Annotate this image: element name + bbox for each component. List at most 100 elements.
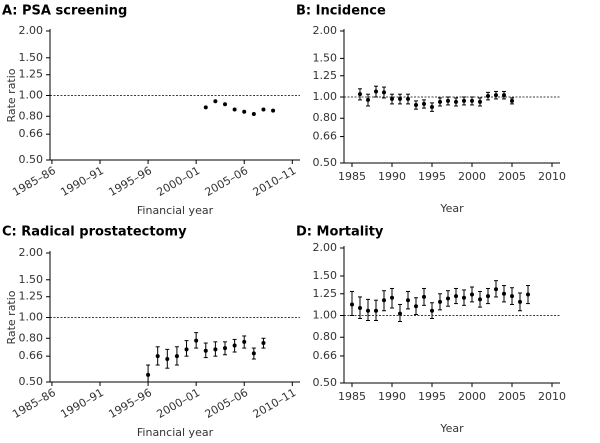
point [446,98,450,103]
point [510,98,514,103]
point [430,105,434,110]
y-tick-label: 1.00 [313,90,338,103]
x-axis-label: Year [439,422,464,435]
x-tick-label: 1985 [338,390,366,403]
y-tick-label: 1.25 [313,69,338,82]
x-tick-label: 1990 [378,170,406,183]
point [478,99,482,104]
point [223,102,227,107]
point [223,346,227,351]
x-tick-label: 1995 [418,170,446,183]
point [261,107,266,112]
point [478,297,482,302]
panel: A: PSA screening 0.50 0.66 0.80 1.00 1.25 1.50… [2,4,300,217]
point [462,295,466,300]
point [242,339,247,344]
y-tick-label: 1.00 [313,309,338,322]
point [502,93,506,98]
x-tick-label: 2000–01 [155,164,203,199]
point [494,287,498,292]
y-tick-label: 1.25 [19,68,44,81]
point [502,291,506,296]
point [213,347,218,352]
point [251,111,256,116]
point [271,108,276,113]
x-tick-label: 1985–86 [10,386,58,421]
point [146,372,151,377]
x-tick-label: 2005–06 [203,164,251,199]
point [398,311,402,316]
panel: B: Incidence 0.50 0.66 0.80 1.00 1.25 1.50 2.00… [296,4,566,216]
y-tick-label: 1.50 [313,269,338,282]
x-tick-label: 2000 [458,170,486,183]
point [422,101,426,106]
point [390,295,394,300]
x-tick-label: 2005 [498,390,526,403]
x-tick-label: 2000–01 [155,386,203,421]
y-axis-label: Rate ratio [5,290,18,344]
y-tick-label: 0.50 [313,156,338,169]
y-tick-label: 0.66 [313,349,338,362]
point [358,306,362,311]
point [261,341,266,346]
y-tick-label: 0.50 [313,376,338,389]
x-tick-label: 1985 [338,170,366,183]
point [203,348,208,353]
point [382,90,386,95]
x-tick-label: 2005 [498,170,526,183]
point [374,308,378,313]
y-tick-label: 0.50 [19,375,44,388]
panel-title: D: Mortality [296,225,384,240]
x-tick-label: 2010 [538,390,566,403]
point [414,304,418,309]
point [165,357,170,362]
point [446,296,450,301]
point [454,99,458,104]
point [251,351,256,356]
point [422,294,426,299]
y-tick-label: 1.50 [19,273,44,286]
panel: C: Radical prostatectomy 0.50 0.66 0.80 1.00… [2,225,300,439]
point [213,99,218,104]
y-tick-label: 0.66 [313,130,338,143]
panel: D: Mortality 0.50 0.66 0.80 1.00 1.25 1.50 2.00… [296,225,566,436]
point [174,354,179,359]
point [203,105,208,110]
x-axis-label: Financial year [137,426,214,439]
y-tick-label: 0.50 [19,153,44,166]
point [184,347,189,352]
x-tick-label: 1995–96 [106,386,154,421]
y-tick-label: 1.50 [313,51,338,64]
y-axis-label: Rate ratio [5,68,18,122]
panel-title: B: Incidence [296,4,386,19]
y-tick-label: 1.25 [313,287,338,300]
point [486,294,490,299]
y-tick-label: 2.00 [313,241,338,254]
point [374,89,378,94]
x-tick-label: 2005–06 [203,386,251,421]
point [382,298,386,303]
y-tick-label: 0.66 [19,349,44,362]
point [414,102,418,107]
point [462,98,466,103]
point [366,97,370,102]
y-tick-label: 2.00 [313,24,338,37]
y-tick-label: 0.80 [19,331,44,344]
x-tick-label: 1990–91 [58,164,106,199]
point [390,96,394,101]
y-tick-label: 1.50 [19,51,44,64]
x-tick-label: 2010–11 [251,386,299,421]
point [155,354,160,359]
x-tick-label: 1985–86 [10,164,58,199]
x-tick-label: 1995–96 [106,164,154,199]
y-tick-label: 0.80 [313,330,338,343]
x-tick-label: 1990–91 [58,386,106,421]
point [366,308,370,313]
point [518,299,522,304]
x-axis-label: Year [439,202,464,215]
point [430,308,434,313]
x-tick-label: 2010 [538,170,566,183]
x-tick-label: 1990 [378,390,406,403]
point [406,96,410,101]
panel-title: A: PSA screening [2,4,127,19]
